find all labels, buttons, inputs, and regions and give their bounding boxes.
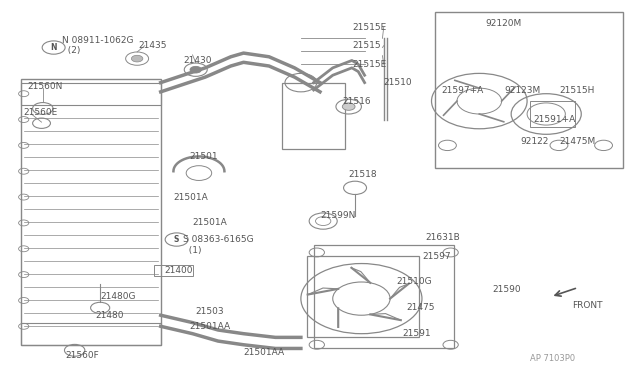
Text: S 08363-6165G
  (1): S 08363-6165G (1) bbox=[183, 235, 253, 255]
Text: 21515: 21515 bbox=[352, 41, 381, 50]
Text: 21510: 21510 bbox=[384, 78, 412, 87]
Text: 21475M: 21475M bbox=[559, 137, 595, 146]
Bar bbox=[435, 13, 623, 167]
Text: 21501AA: 21501AA bbox=[189, 322, 230, 331]
Circle shape bbox=[131, 55, 143, 62]
Text: 21591+A: 21591+A bbox=[534, 115, 576, 124]
Text: 21518: 21518 bbox=[349, 170, 378, 179]
Text: 92120M: 92120M bbox=[486, 19, 522, 28]
Text: 21510G: 21510G bbox=[396, 278, 432, 286]
Text: 21515H: 21515H bbox=[559, 86, 595, 94]
Bar bbox=[282, 83, 346, 149]
Text: 21515E: 21515E bbox=[352, 60, 386, 69]
Text: 92122: 92122 bbox=[521, 137, 549, 146]
Bar bbox=[307, 256, 419, 337]
Text: 21591: 21591 bbox=[403, 329, 431, 338]
Bar bbox=[20, 83, 161, 105]
Text: 21475: 21475 bbox=[406, 303, 435, 312]
Text: 21516: 21516 bbox=[342, 97, 371, 106]
Text: 21430: 21430 bbox=[183, 56, 211, 65]
Text: S: S bbox=[174, 235, 179, 244]
Text: 21501: 21501 bbox=[189, 152, 218, 161]
Text: 21560F: 21560F bbox=[65, 351, 99, 360]
Circle shape bbox=[190, 66, 202, 73]
Bar bbox=[314, 245, 454, 349]
Circle shape bbox=[342, 103, 355, 110]
Text: 21515E: 21515E bbox=[352, 23, 386, 32]
Text: 21435: 21435 bbox=[138, 41, 167, 50]
Text: FRONT: FRONT bbox=[572, 301, 602, 311]
Text: 21480G: 21480G bbox=[100, 292, 136, 301]
Text: 21480: 21480 bbox=[96, 311, 124, 320]
Text: 21501A: 21501A bbox=[193, 218, 227, 227]
Text: N: N bbox=[51, 43, 57, 52]
Text: 21590: 21590 bbox=[492, 285, 521, 294]
Text: 21631B: 21631B bbox=[425, 233, 460, 242]
Text: 21560E: 21560E bbox=[24, 108, 58, 117]
Text: N 08911-1062G
  (2): N 08911-1062G (2) bbox=[62, 36, 133, 55]
Text: 21597+A: 21597+A bbox=[441, 86, 483, 94]
Text: 21501AA: 21501AA bbox=[244, 348, 285, 357]
Text: 21560N: 21560N bbox=[27, 82, 62, 91]
Bar bbox=[154, 265, 193, 276]
Text: AP 7103P0: AP 7103P0 bbox=[531, 354, 575, 363]
Text: 92123M: 92123M bbox=[505, 86, 541, 94]
Bar bbox=[531, 101, 575, 127]
Bar bbox=[20, 79, 161, 345]
Text: 21503: 21503 bbox=[196, 307, 225, 316]
Bar bbox=[20, 323, 161, 345]
Text: 21599N: 21599N bbox=[320, 211, 355, 220]
Text: 21501A: 21501A bbox=[173, 193, 208, 202]
Text: 21597: 21597 bbox=[422, 251, 451, 261]
Text: 21400: 21400 bbox=[164, 266, 193, 275]
